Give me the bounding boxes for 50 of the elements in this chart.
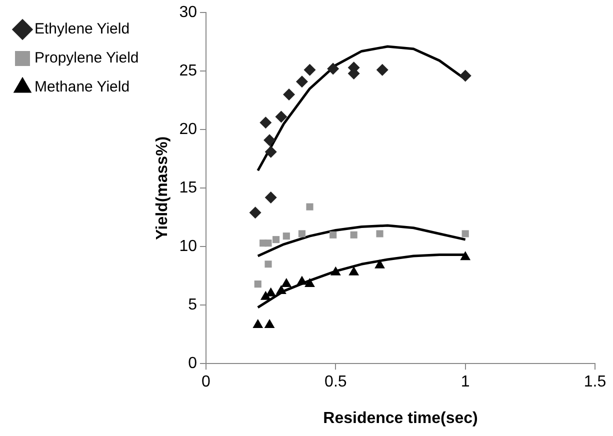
point <box>298 230 306 238</box>
y-tick-label: 25 <box>179 62 198 80</box>
point <box>376 230 384 238</box>
x-axis-title: Residence time(sec) <box>323 410 478 427</box>
point <box>276 285 286 294</box>
point <box>462 230 469 238</box>
point <box>264 134 276 146</box>
legend-label: Propylene Yield <box>34 50 139 67</box>
point <box>282 88 295 100</box>
point <box>348 266 360 276</box>
y-tick-label: 0 <box>188 355 198 372</box>
legend-label: Ethylene Yield <box>34 20 130 38</box>
point <box>254 280 262 288</box>
x-tick-label: 0 <box>202 374 211 391</box>
y-tick-label: 15 <box>179 180 198 197</box>
point <box>264 260 272 268</box>
x-tick-label: 0.5 <box>324 374 347 391</box>
point <box>264 240 272 247</box>
point <box>260 116 272 129</box>
point <box>249 206 262 219</box>
point <box>330 266 341 276</box>
point <box>266 287 276 296</box>
legend-label: Methane Yield <box>34 78 130 96</box>
point <box>306 203 314 210</box>
point <box>282 232 290 240</box>
point <box>374 259 385 268</box>
point <box>296 76 308 88</box>
x-tick-label: 1 <box>460 374 470 391</box>
y-tick-label: 20 <box>179 121 198 138</box>
y-tick-label: 5 <box>188 296 198 314</box>
point <box>272 236 280 244</box>
x-tick-label: 1.5 <box>584 374 606 391</box>
point <box>296 276 308 285</box>
y-tick-label: 30 <box>179 4 198 22</box>
point <box>376 64 388 76</box>
point <box>460 251 471 260</box>
point <box>264 146 277 158</box>
point <box>327 62 340 75</box>
point <box>350 231 358 238</box>
y-axis-title: Yield(mass%) <box>154 136 172 240</box>
point <box>330 231 337 238</box>
point <box>264 318 275 328</box>
point <box>304 64 316 76</box>
y-tick-label: 10 <box>179 238 198 256</box>
point <box>252 318 264 328</box>
point <box>264 191 277 204</box>
point <box>281 278 292 288</box>
point <box>459 70 472 82</box>
point <box>275 110 288 123</box>
point <box>304 278 315 288</box>
